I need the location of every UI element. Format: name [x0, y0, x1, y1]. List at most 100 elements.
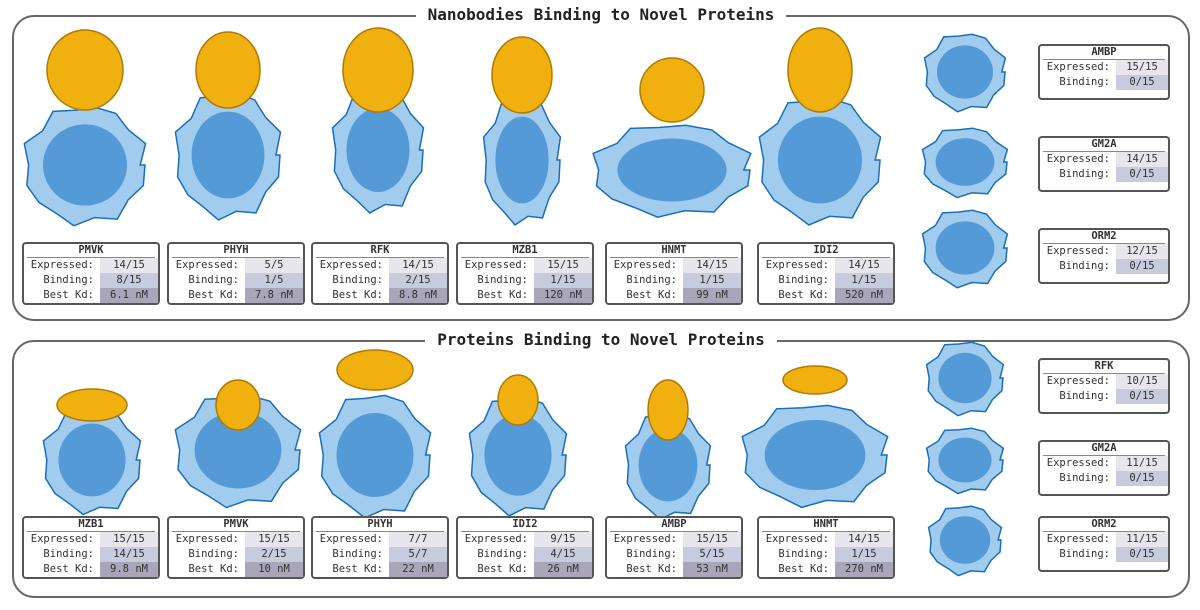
binding-value: 14/15 — [100, 547, 158, 562]
binding-row: Binding: 2/15 — [169, 547, 303, 562]
binding-value: 0/15 — [1116, 259, 1168, 274]
protein-name: PHYH — [172, 244, 300, 258]
binding-label: Binding: — [1059, 168, 1110, 180]
target-protein-core — [346, 108, 410, 192]
result-card-idi2: IDI2 Expressed: 14/15 Binding: 1/15 Best Kd: 5… — [757, 242, 895, 305]
target-protein-core — [194, 411, 282, 489]
binding-value: 1/5 — [245, 273, 303, 288]
expressed-label: Expressed: — [30, 259, 94, 271]
expressed-label: Expressed: — [464, 259, 528, 271]
binding-label: Binding: — [778, 548, 829, 560]
binder-structure — [787, 27, 853, 113]
expressed-label: Expressed: — [1046, 153, 1110, 165]
expressed-value: 14/15 — [835, 258, 893, 273]
expressed-row: Expressed: 10/15 — [1040, 374, 1168, 389]
binding-row: Binding: 1/5 — [169, 273, 303, 288]
expressed-row: Expressed: 14/15 — [607, 258, 741, 273]
expressed-value: 14/15 — [100, 258, 158, 273]
nanobody-panel: Nanobodies Binding to Novel Proteins — [12, 5, 1190, 321]
kd-label: Best Kd: — [332, 289, 383, 301]
binding-value: 2/15 — [389, 273, 447, 288]
binding-label: Binding: — [477, 548, 528, 560]
protein-name: HNMT — [610, 244, 738, 258]
expressed-row: Expressed: 15/15 — [1040, 60, 1168, 75]
result-card-ambp: AMBP Expressed: 15/15 Binding: 5/15 Best Kd: 5… — [605, 516, 743, 579]
target-protein-core — [938, 352, 992, 404]
protein-name: PHYH — [316, 518, 444, 532]
expressed-row: Expressed: 14/15 — [313, 258, 447, 273]
kd-label: Best Kd: — [626, 563, 677, 575]
expressed-row: Expressed: 15/15 — [458, 258, 592, 273]
binding-row: Binding: 5/7 — [313, 547, 447, 562]
panel-title: Proteins Binding to Novel Proteins — [425, 330, 777, 349]
kd-row: Best Kd: 6.1 nM — [24, 288, 158, 303]
target-protein-core — [764, 420, 866, 490]
expressed-value: 11/15 — [1116, 532, 1168, 547]
kd-label: Best Kd: — [626, 289, 677, 301]
binding-label: Binding: — [332, 274, 383, 286]
expressed-row: Expressed: 5/5 — [169, 258, 303, 273]
binding-label: Binding: — [1059, 548, 1110, 560]
expressed-label: Expressed: — [30, 533, 94, 545]
target-protein-core — [43, 124, 127, 206]
expressed-label: Expressed: — [1046, 375, 1110, 387]
protein-name: IDI2 — [762, 244, 890, 258]
target-protein-core — [495, 116, 549, 204]
expressed-value: 12/15 — [1116, 244, 1168, 259]
protein-name: PMVK — [172, 518, 300, 532]
result-card-gm2a: GM2A Expressed: 11/15 Binding: 0/15 — [1038, 440, 1170, 496]
target-protein-core — [58, 423, 126, 497]
kd-label: Best Kd: — [188, 289, 239, 301]
kd-value: 53 nM — [683, 562, 741, 577]
result-card-gm2a: GM2A Expressed: 14/15 Binding: 0/15 — [1038, 136, 1170, 192]
expressed-row: Expressed: 14/15 — [1040, 152, 1168, 167]
expressed-label: Expressed: — [765, 259, 829, 271]
expressed-label: Expressed: — [319, 533, 383, 545]
result-card-phyh: PHYH Expressed: 7/7 Binding: 5/7 Best Kd: 22 n… — [311, 516, 449, 579]
kd-label: Best Kd: — [188, 563, 239, 575]
expressed-label: Expressed: — [1046, 533, 1110, 545]
protein-name: AMBP — [1043, 46, 1165, 60]
kd-row: Best Kd: 99 nM — [607, 288, 741, 303]
binding-row: Binding: 0/15 — [1040, 471, 1168, 486]
target-protein-core — [617, 138, 727, 202]
kd-value: 7.8 nM — [245, 288, 303, 303]
expressed-label: Expressed: — [613, 259, 677, 271]
kd-value: 8.8 nM — [389, 288, 447, 303]
expressed-value: 9/15 — [534, 532, 592, 547]
result-card-hnmt: HNMT Expressed: 14/15 Binding: 1/15 Best Kd: 2… — [757, 516, 895, 579]
kd-row: Best Kd: 520 nM — [759, 288, 893, 303]
binding-row: Binding: 0/15 — [1040, 75, 1168, 90]
target-protein-core — [638, 428, 698, 502]
kd-label: Best Kd: — [43, 563, 94, 575]
binding-value: 2/15 — [245, 547, 303, 562]
protein-name: HNMT — [762, 518, 890, 532]
expressed-label: Expressed: — [464, 533, 528, 545]
binding-row: Binding: 5/15 — [607, 547, 741, 562]
protein-name: IDI2 — [461, 518, 589, 532]
binding-row: Binding: 1/15 — [607, 273, 741, 288]
kd-value: 26 nM — [534, 562, 592, 577]
kd-value: 9.8 nM — [100, 562, 158, 577]
kd-label: Best Kd: — [43, 289, 94, 301]
binding-value: 1/15 — [835, 547, 893, 562]
expressed-row: Expressed: 11/15 — [1040, 456, 1168, 471]
binding-value: 0/15 — [1116, 471, 1168, 486]
protein-name: AMBP — [610, 518, 738, 532]
expressed-row: Expressed: 14/15 — [759, 532, 893, 547]
result-card-pmvk: PMVK Expressed: 14/15 Binding: 8/15 Best Kd: 6… — [22, 242, 160, 305]
expressed-row: Expressed: 15/15 — [24, 532, 158, 547]
expressed-row: Expressed: 14/15 — [759, 258, 893, 273]
protein-name: GM2A — [1043, 442, 1165, 456]
binding-row: Binding: 0/15 — [1040, 167, 1168, 182]
target-protein-core — [935, 138, 995, 186]
protein-name: RFK — [1043, 360, 1165, 374]
kd-row: Best Kd: 120 nM — [458, 288, 592, 303]
binder-structure — [782, 365, 848, 395]
kd-value: 99 nM — [683, 288, 741, 303]
target-protein-core — [938, 437, 992, 483]
result-card-mzb1: MZB1 Expressed: 15/15 Binding: 1/15 Best Kd: 1… — [456, 242, 594, 305]
kd-label: Best Kd: — [332, 563, 383, 575]
kd-label: Best Kd: — [778, 289, 829, 301]
binding-label: Binding: — [188, 274, 239, 286]
